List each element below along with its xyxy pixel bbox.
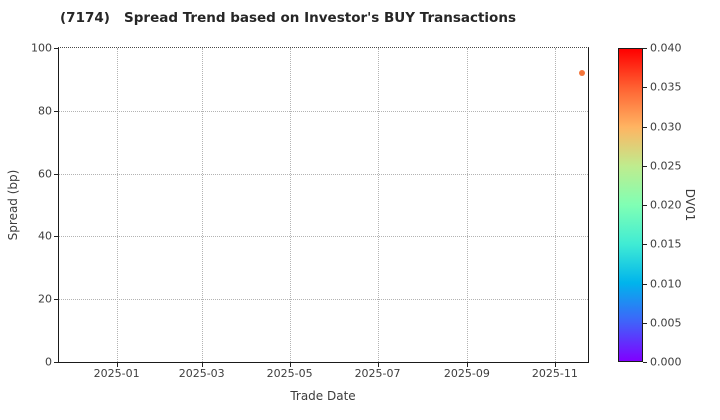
x-gridline (116, 48, 118, 362)
colorbar-tick-mark (643, 244, 647, 246)
y-gridline (59, 299, 588, 301)
colorbar-tick-mark (643, 322, 647, 324)
plot-area (58, 47, 589, 363)
x-tick-mark (289, 363, 291, 367)
y-tick-label: 20 (38, 292, 52, 306)
y-gridline (59, 110, 588, 112)
colorbar-tick-label: 0.005 (650, 316, 682, 330)
x-tick-mark (116, 363, 118, 367)
x-tick-mark (466, 363, 468, 367)
colorbar-tick-label: 0.020 (650, 198, 682, 212)
y-tick-mark (54, 110, 59, 112)
colorbar-tick-mark (643, 165, 647, 167)
x-tick-label: 2025-01 (93, 367, 140, 380)
x-tick-label: 2025-09 (443, 367, 490, 380)
colorbar-tick-label: 0.015 (650, 237, 682, 251)
colorbar-tick-mark (643, 362, 647, 363)
colorbar-tick-mark (643, 48, 647, 49)
y-gridline (59, 173, 588, 175)
colorbar-tick-label: 0.010 (650, 277, 682, 290)
x-tick-label: 2025-05 (266, 367, 313, 380)
colorbar-tick-label: 0.040 (650, 41, 682, 55)
data-point (579, 70, 586, 77)
y-gridline (59, 236, 588, 238)
y-tick-mark (54, 173, 59, 175)
colorbar-tick-mark (643, 205, 647, 206)
x-gridline (554, 48, 556, 362)
x-gridline (289, 48, 291, 362)
colorbar-gradient (618, 48, 643, 362)
y-tick-label: 60 (38, 167, 52, 181)
chart-title: (7174) Spread Trend based on Investor's … (60, 10, 516, 26)
colorbar-tick-label: 0.030 (650, 120, 682, 133)
x-gridline (201, 48, 203, 362)
x-tick-mark (201, 363, 203, 367)
x-tick-mark (377, 363, 379, 367)
y-tick-label: 40 (38, 229, 52, 243)
y-tick-mark (54, 299, 59, 301)
x-tick-label: 2025-07 (354, 367, 401, 380)
x-gridline (466, 48, 468, 362)
y-tick-mark (54, 48, 59, 49)
colorbar-tick-label: 0.035 (650, 80, 682, 94)
y-tick-label: 0 (45, 355, 52, 369)
y-tick-label: 100 (31, 41, 52, 55)
x-axis-label: Trade Date (290, 389, 356, 403)
colorbar-label: DV01 (683, 188, 697, 222)
x-tick-label: 2025-03 (178, 367, 225, 380)
x-tick-mark (554, 363, 556, 367)
colorbar-tick-label: 0.025 (650, 159, 682, 173)
y-tick-mark (54, 236, 59, 238)
y-tick-label: 80 (38, 104, 52, 118)
colorbar-tick-mark (643, 87, 647, 89)
x-gridline (377, 48, 379, 362)
colorbar-tick-mark (643, 283, 647, 285)
colorbar-tick-mark (643, 126, 647, 128)
y-tick-mark (54, 362, 59, 363)
colorbar-tick-label: 0.000 (650, 355, 682, 369)
x-tick-label: 2025-11 (531, 367, 578, 380)
